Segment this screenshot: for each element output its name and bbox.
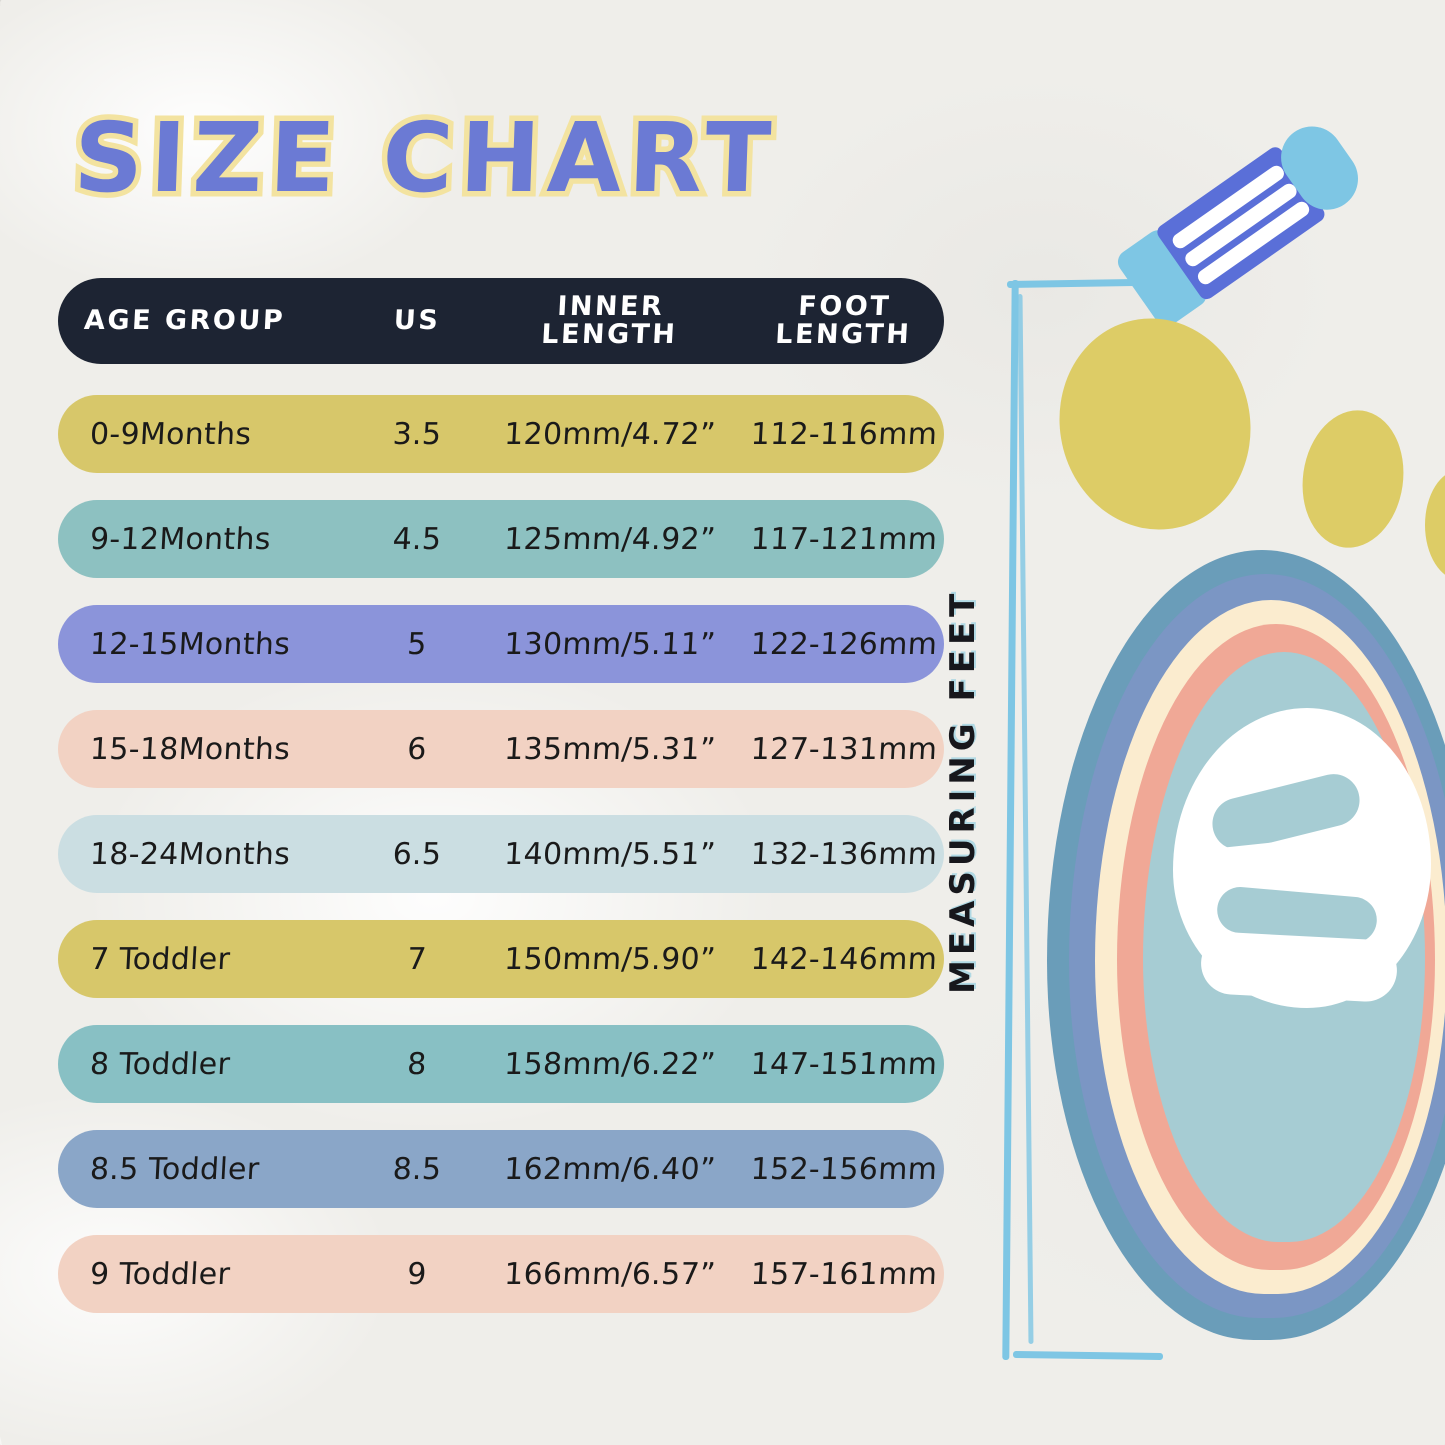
cell-foot-length: 152-156mm — [749, 1151, 939, 1187]
cell-inner-length: 130mm/5.11” — [503, 626, 717, 662]
illustration-panel — [985, 80, 1445, 1380]
cell-foot-length: 112-116mm — [749, 416, 939, 452]
cell-age-group: 18-24Months — [89, 836, 292, 872]
cell-inner-length: 166mm/6.57” — [503, 1256, 717, 1292]
cell-inner-length: 125mm/4.92” — [503, 521, 717, 557]
cell-us: 6 — [406, 731, 428, 767]
cell-inner-length: 140mm/5.51” — [503, 836, 717, 872]
column-header-foot-length: FOOT LENGTH — [774, 290, 913, 350]
cell-us: 7 — [406, 941, 428, 977]
cell-inner-length: 158mm/6.22” — [503, 1046, 717, 1082]
cell-us: 8 — [406, 1046, 428, 1082]
foot-toe-lower — [1199, 930, 1399, 1004]
cell-age-group: 9 Toddler — [89, 1256, 232, 1292]
cell-us: 8.5 — [391, 1151, 443, 1187]
cell-us: 5 — [406, 626, 428, 662]
size-table: AGE GROUP US INNER LENGTH FOOT LENGTH 0-… — [58, 278, 944, 1340]
cell-age-group: 8.5 Toddler — [89, 1151, 261, 1187]
table-row: 18-24Months 6.5 140mm/5.51” 132-136mm — [58, 815, 944, 893]
cell-us: 6.5 — [391, 836, 443, 872]
cell-inner-length: 162mm/6.40” — [503, 1151, 717, 1187]
hand-drawn-frame-line-bottom — [1012, 1350, 1164, 1361]
cell-age-group: 15-18Months — [89, 731, 292, 767]
column-header-inner-length: INNER LENGTH — [540, 290, 679, 350]
column-header-us: US — [393, 304, 442, 336]
decorative-dot-small — [1425, 470, 1445, 580]
table-row: 0-9Months 3.5 120mm/4.72” 112-116mm — [58, 395, 944, 473]
cell-age-group: 0-9Months — [89, 416, 253, 452]
page-title: SIZE CHART — [67, 97, 786, 220]
hand-drawn-frame-line-left-inner — [1017, 294, 1034, 1344]
pencil-icon — [1117, 126, 1358, 327]
cell-age-group: 7 Toddler — [89, 941, 232, 977]
table-row: 7 Toddler 7 150mm/5.90” 142-146mm — [58, 920, 944, 998]
cell-foot-length: 122-126mm — [749, 626, 939, 662]
table-row: 8 Toddler 8 158mm/6.22” 147-151mm — [58, 1025, 944, 1103]
table-header-row: AGE GROUP US INNER LENGTH FOOT LENGTH — [58, 278, 944, 364]
cell-age-group: 9-12Months — [89, 521, 272, 557]
cell-age-group: 12-15Months — [89, 626, 292, 662]
table-row: 12-15Months 5 130mm/5.11” 122-126mm — [58, 605, 944, 683]
cell-age-group: 8 Toddler — [89, 1046, 232, 1082]
cell-foot-length: 127-131mm — [749, 731, 939, 767]
column-header-age-group: AGE GROUP — [83, 304, 286, 336]
decorative-dot-medium — [1293, 403, 1413, 555]
cell-foot-length: 157-161mm — [749, 1256, 939, 1292]
cell-inner-length: 120mm/4.72” — [503, 416, 717, 452]
cell-us: 3.5 — [391, 416, 443, 452]
table-row: 15-18Months 6 135mm/5.31” 127-131mm — [58, 710, 944, 788]
cell-foot-length: 147-151mm — [749, 1046, 939, 1082]
hand-drawn-frame-line-left-outer — [1002, 279, 1019, 1361]
cell-us: 9 — [406, 1256, 428, 1292]
measuring-feet-caption: MEASURING FEET — [943, 588, 983, 994]
cell-foot-length: 117-121mm — [749, 521, 939, 557]
table-row: 8.5 Toddler 8.5 162mm/6.40” 152-156mm — [58, 1130, 944, 1208]
cell-inner-length: 150mm/5.90” — [503, 941, 717, 977]
cell-us: 4.5 — [391, 521, 443, 557]
table-row: 9 Toddler 9 166mm/6.57” 157-161mm — [58, 1235, 944, 1313]
cell-foot-length: 132-136mm — [749, 836, 939, 872]
table-row: 9-12Months 4.5 125mm/4.92” 117-121mm — [58, 500, 944, 578]
cell-foot-length: 142-146mm — [749, 941, 939, 977]
cell-inner-length: 135mm/5.31” — [503, 731, 717, 767]
